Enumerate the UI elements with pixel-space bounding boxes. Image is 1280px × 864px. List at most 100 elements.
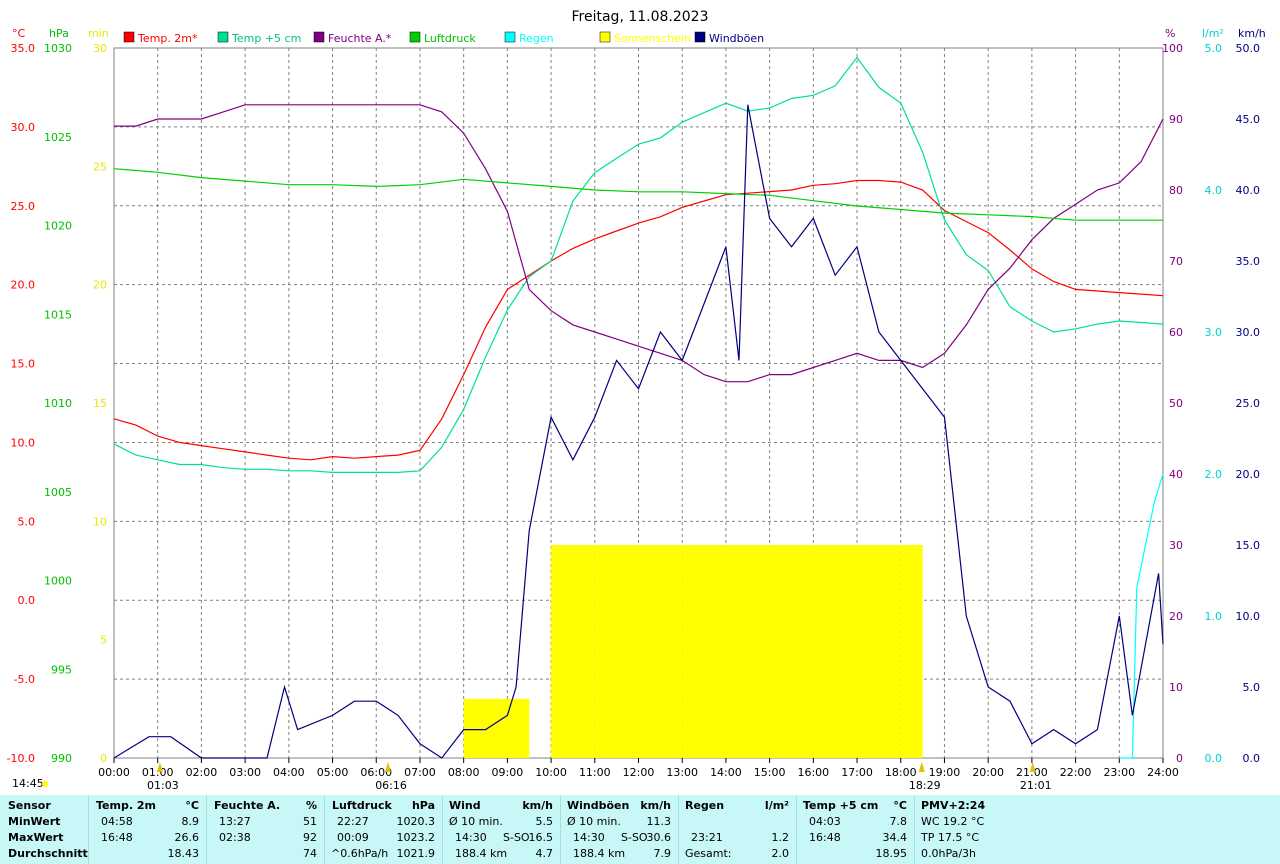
y-tick-label: -10.0	[7, 752, 35, 765]
temp5cm-max-time: 16:48	[809, 831, 841, 844]
y-tick-label: 50	[1169, 397, 1183, 410]
x-tick-label: 11:00	[579, 766, 611, 779]
legend-swatch	[409, 31, 421, 43]
feuchte-min-time: 13:27	[219, 815, 251, 828]
sunshine-bar	[769, 545, 814, 758]
wind-avg-label: Ø 10 min.	[449, 815, 503, 828]
x-tick-label: 20:00	[972, 766, 1004, 779]
summary-table: Sensor MinWert MaxWert Durchschnitt Temp…	[0, 795, 1280, 864]
y-tick-label: 25.0	[11, 200, 36, 213]
pmv-dewpoint: TP 17.5 °C	[921, 831, 980, 844]
legend-swatch	[694, 31, 706, 43]
x-tick-label: 10:00	[535, 766, 567, 779]
sunshine-bar	[551, 545, 595, 758]
sun-marker-label: 18:29	[909, 779, 941, 792]
luftdruck-name: Luftdruck	[332, 799, 392, 812]
legend-entry: Windböen	[709, 32, 764, 45]
series-line	[114, 104, 1164, 383]
table-col-pmv: PMV+2:24 WC 19.2 °C TP 17.5 °C 0.0hPa/3h	[914, 795, 1280, 864]
y-tick-label: 1020	[44, 220, 72, 233]
legend-entry: Sonnenschein	[614, 32, 691, 45]
x-tick-label: 01:00	[142, 766, 174, 779]
x-tick-label: 17:00	[841, 766, 873, 779]
wind-max-dir: S-SO	[503, 831, 530, 844]
table-col-windboeen: Windböen km/h Ø 10 min. 11.3 14:30 S-SO …	[560, 795, 679, 864]
windboeen-name: Windböen	[567, 799, 630, 812]
y-tick-label: 20	[1169, 610, 1183, 623]
windboeen-avg: 11.3	[646, 815, 672, 828]
y-tick-label: 25	[93, 160, 107, 173]
x-tick-label: 24:00	[1147, 766, 1179, 779]
sun-icon	[42, 781, 48, 787]
y-tick-label: 0.0	[18, 594, 36, 607]
x-tick-label: 15:00	[754, 766, 786, 779]
y-tick-label: 4.0	[1205, 184, 1223, 197]
y-tick-label: 1005	[44, 486, 72, 499]
y-tick-label: 15.0	[1236, 539, 1261, 552]
y-tick-label: 60	[1169, 326, 1183, 339]
windboeen-daily-avg: 7.9	[653, 847, 672, 860]
legend-entry: Feuchte A.*	[328, 32, 392, 45]
x-tick-label: 22:00	[1060, 766, 1092, 779]
y-tick-label: 35.0	[11, 42, 36, 55]
luftdruck-min: 1020.3	[396, 815, 436, 828]
weather-chart: Freitag, 11.08.2023 °C hPa min% l/m² km/h Te…	[7, 9, 1266, 792]
y-tick-label: 5.0	[18, 515, 36, 528]
sunshine-bar	[725, 545, 770, 758]
legend-entry: Luftdruck	[424, 32, 476, 45]
sun-marker-label: 21:01	[1020, 779, 1052, 792]
regen-total: 2.0	[771, 847, 790, 860]
sunshine-bar	[682, 545, 726, 758]
axis-unit-label: °C	[12, 27, 26, 40]
table-col-temp5cm: Temp +5 cm °C 04:03 7.8 16:48 34.4 18.95	[796, 795, 915, 864]
temp5cm-max: 34.4	[882, 831, 908, 844]
y-tick-label: 0.0	[1243, 752, 1261, 765]
luftdruck-min-time: 22:27	[337, 815, 369, 828]
temp5cm-min: 7.8	[889, 815, 908, 828]
legend-entry: Temp. 2m*	[137, 32, 198, 45]
y-tick-label: 5.0	[1205, 42, 1223, 55]
temp2m-name: Temp. 2m	[96, 799, 156, 812]
temp5cm-min-time: 04:03	[809, 815, 841, 828]
temp2m-max: 26.6	[174, 831, 200, 844]
feuchte-name: Feuchte A.	[214, 799, 281, 812]
sun-marker-label: 06:16	[375, 779, 407, 792]
luftdruck-avg: 1021.9	[396, 847, 436, 860]
row-label-max: MaxWert	[8, 831, 64, 844]
temp2m-avg: 18.43	[167, 847, 200, 860]
x-tick-label: 12:00	[623, 766, 655, 779]
sun-marker-icon	[918, 762, 925, 772]
regen-max-time: 23:21	[691, 831, 723, 844]
y-tick-label: 0	[1176, 752, 1183, 765]
axis-unit-label: hPa	[49, 27, 69, 40]
sunshine-bar	[857, 545, 901, 758]
luftdruck-max: 1023.2	[396, 831, 436, 844]
x-tick-label: 06:00	[360, 766, 392, 779]
y-tick-label: 10.0	[11, 436, 36, 449]
row-label-min: MinWert	[8, 815, 61, 828]
pmv-trend: 0.0hPa/3h	[921, 847, 977, 860]
y-tick-label: 10	[1169, 681, 1183, 694]
temp2m-unit: °C	[185, 799, 199, 812]
x-tick-label: 13:00	[666, 766, 698, 779]
axis-unit-label: min	[88, 27, 109, 40]
sunshine-bar	[900, 545, 923, 758]
x-tick-label: 04:00	[273, 766, 305, 779]
y-tick-label: 15	[93, 397, 107, 410]
y-tick-label: 50.0	[1236, 42, 1261, 55]
y-tick-label: 1010	[44, 397, 72, 410]
legend-swatch	[123, 31, 135, 43]
wind-avg: 5.5	[535, 815, 554, 828]
sun-marker-icon	[156, 762, 163, 772]
y-tick-label: 5.0	[1243, 681, 1261, 694]
temp5cm-avg: 18.95	[875, 847, 908, 860]
y-tick-label: 30	[1169, 539, 1183, 552]
x-tick-label: 02:00	[186, 766, 218, 779]
windboeen-unit: km/h	[640, 799, 671, 812]
y-tick-label: 990	[51, 752, 72, 765]
y-tick-label: 40.0	[1236, 184, 1261, 197]
regen-max: 1.2	[771, 831, 790, 844]
sunshine-bar	[638, 545, 683, 758]
y-tick-label: 1030	[44, 42, 72, 55]
x-tick-label: 18:00	[885, 766, 917, 779]
